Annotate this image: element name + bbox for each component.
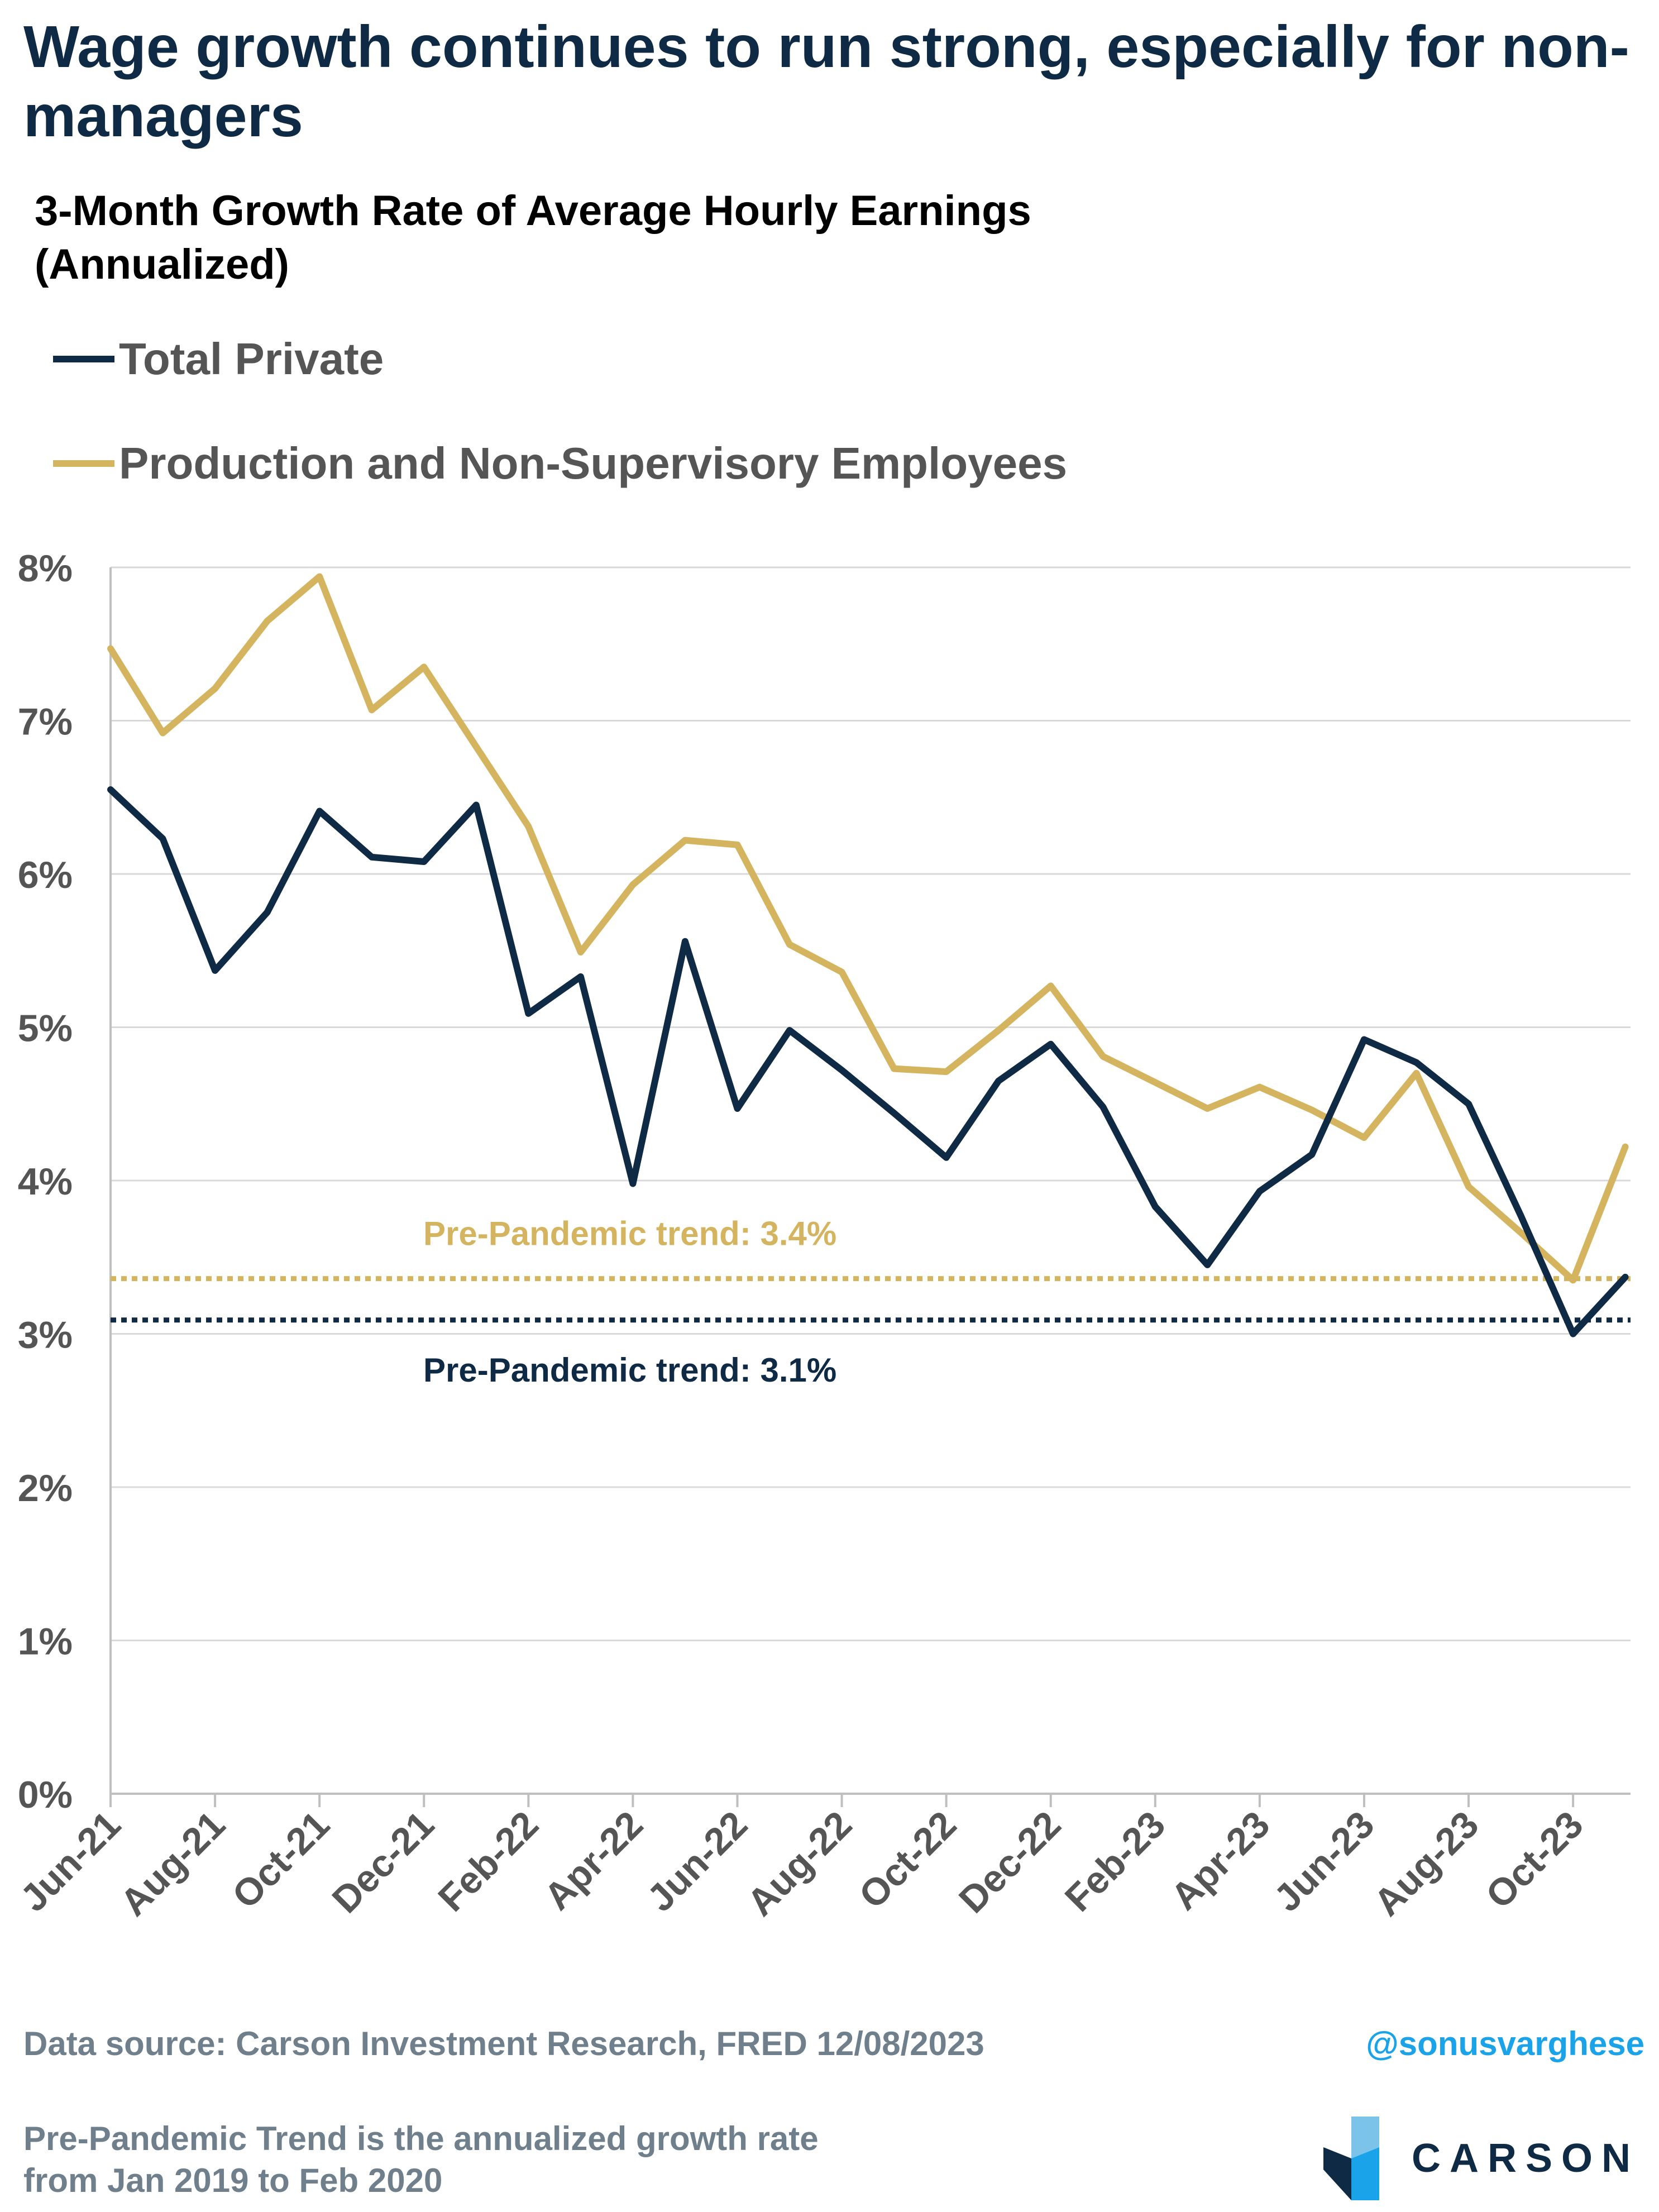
x-tick-label: Feb-22 [430, 1803, 547, 1920]
x-tick-label: Aug-23 [1366, 1803, 1487, 1924]
legend-swatch-gold [53, 460, 114, 467]
x-tick-label: Oct-23 [1478, 1803, 1591, 1917]
x-tick-label: Jun-22 [639, 1803, 756, 1920]
carson-logo: CARSON [1323, 2117, 1639, 2200]
y-tick-label: 7% [18, 701, 73, 743]
subtitle-line-1: 3-Month Growth Rate of Average Hourly Ea… [35, 187, 1031, 235]
page-title: Wage growth continues to run strong, esp… [23, 14, 1629, 149]
series-line-total-private [107, 786, 1629, 1337]
x-tick-label: Jun-23 [1266, 1803, 1383, 1920]
x-tick-label: Aug-21 [112, 1803, 233, 1924]
y-tick-label: 5% [18, 1007, 73, 1050]
y-tick-label: 1% [18, 1621, 73, 1663]
legend-label: Production and Non-Supervisory Employees [119, 438, 1068, 488]
legend-item-production: Production and Non-Supervisory Employees [53, 436, 1067, 491]
series-line-production [107, 573, 1629, 1284]
legend-label: Total Private [119, 334, 384, 384]
x-tick-label: Oct-21 [224, 1803, 337, 1917]
x-tick-label: Apr-23 [1163, 1803, 1278, 1918]
x-tick-label: Jun-21 [12, 1803, 129, 1920]
x-tick-label: Apr-22 [536, 1803, 651, 1918]
y-tick-label: 2% [18, 1467, 73, 1509]
brand-wordmark: CARSON [1412, 2136, 1640, 2181]
legend-swatch-navy [53, 356, 114, 362]
y-tick-label: 8% [18, 547, 73, 590]
x-tick-label: Feb-23 [1057, 1803, 1174, 1920]
data-source: Data source: Carson Investment Research,… [23, 2025, 984, 2062]
footnote-line-1: Pre-Pandemic Trend is the annualized gro… [23, 2120, 819, 2157]
x-tick-label: Oct-22 [851, 1803, 964, 1917]
x-tick-label: Dec-22 [951, 1803, 1069, 1921]
y-tick-label: 3% [18, 1314, 73, 1356]
y-tick-label: 4% [18, 1160, 73, 1203]
subtitle-line-2: (Annualized) [35, 241, 289, 288]
footnote-line-2: from Jan 2019 to Feb 2020 [23, 2162, 443, 2199]
x-tick-label: Aug-22 [739, 1803, 860, 1924]
reference-line-label: Pre-Pandemic trend: 3.4% [423, 1215, 836, 1253]
x-tick-label: Dec-21 [324, 1803, 442, 1921]
author-handle[interactable]: @sonusvarghese [1366, 2025, 1644, 2062]
carson-logo-icon [1323, 2117, 1379, 2200]
y-tick-label: 0% [18, 1774, 73, 1816]
legend-item-total-private: Total Private [53, 331, 384, 387]
chart-subtitle: 3-Month Growth Rate of Average Hourly Ea… [35, 184, 1486, 292]
line-chart: 0%1%2%3%4%5%6%7%8%Jun-21Aug-21Oct-21Dec-… [12, 547, 1631, 1924]
reference-line-label: Pre-Pandemic trend: 3.1% [423, 1351, 836, 1389]
y-tick-label: 6% [18, 854, 73, 896]
